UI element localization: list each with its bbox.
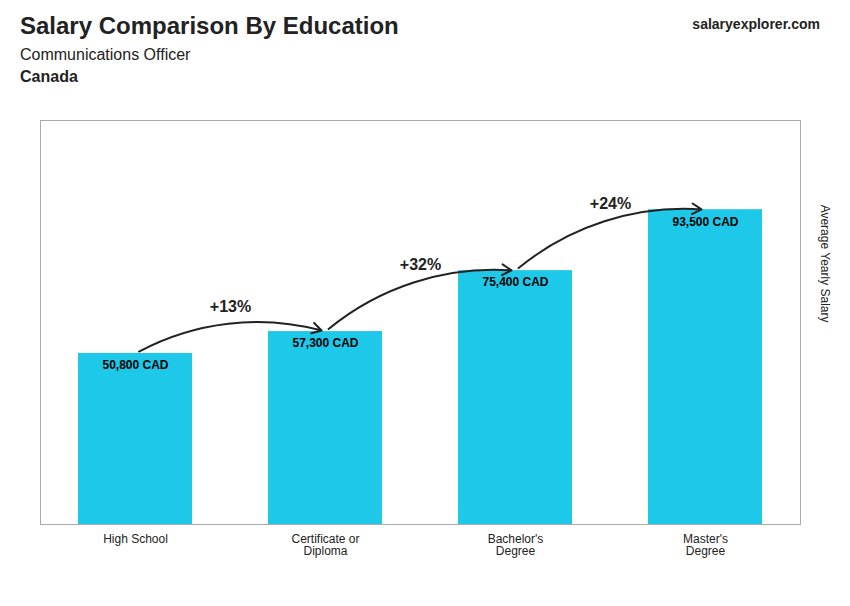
- html-text:Salary Comparison By Education: Salary Comparison By Education: [20, 12, 399, 39]
- svg-text:High School: High School: [103, 532, 168, 546]
- html-text:Canada: Canada: [20, 68, 78, 85]
- html-text:Communications Officer: Communications Officer: [20, 46, 191, 63]
- svg-text:50,800 CAD: 50,800 CAD: [102, 358, 168, 372]
- svg-text:+13%: +13%: [210, 298, 251, 315]
- svg-text:93,500 CAD: 93,500 CAD: [672, 215, 738, 229]
- svg-text:75,400 CAD: 75,400 CAD: [482, 275, 548, 289]
- html-text:salaryexplorer.com: salaryexplorer.com: [692, 16, 820, 32]
- svg-text:+32%: +32%: [400, 256, 441, 273]
- svg-text:Average Yearly Salary: Average Yearly Salary: [818, 205, 832, 323]
- svg-text:Bachelor'sDegree: Bachelor'sDegree: [488, 532, 544, 558]
- svg-text:Master'sDegree: Master'sDegree: [683, 532, 728, 558]
- svg-text:+24%: +24%: [590, 195, 631, 212]
- svg-text:57,300 CAD: 57,300 CAD: [292, 336, 358, 350]
- svg-text:Certificate orDiploma: Certificate orDiploma: [291, 532, 359, 558]
